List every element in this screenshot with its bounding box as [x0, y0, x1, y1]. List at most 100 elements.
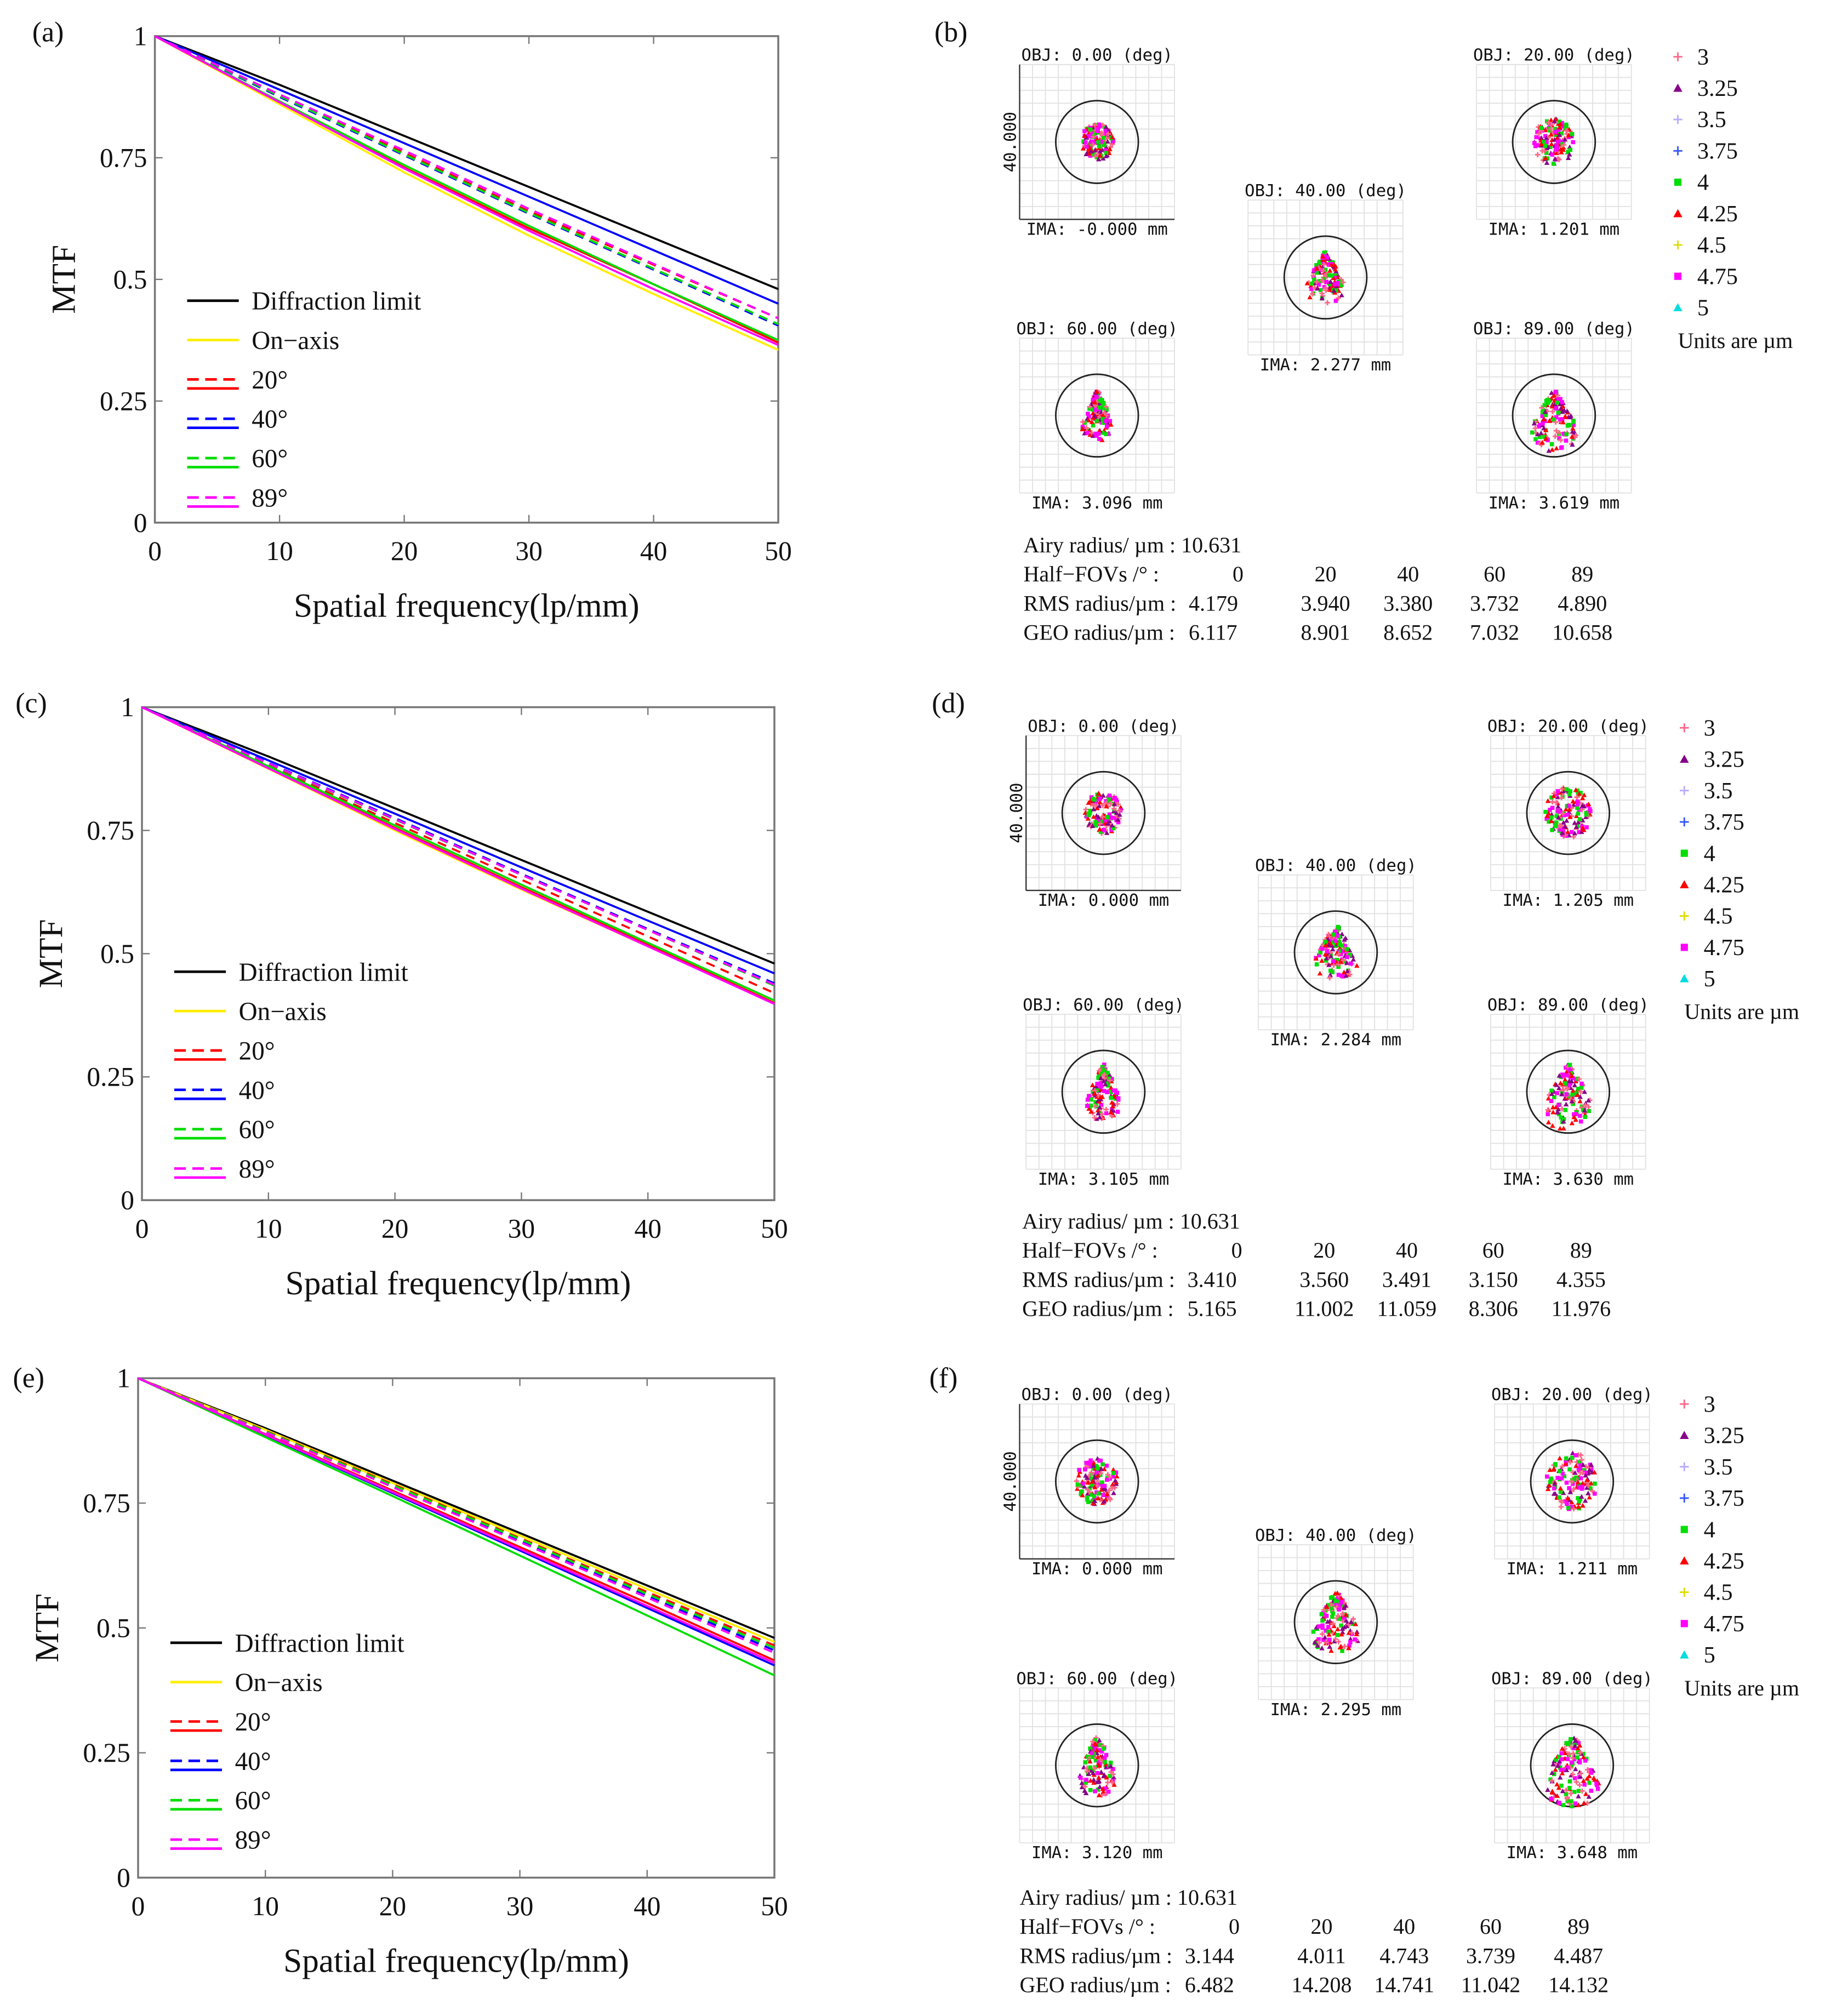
half-fov-label: Half−FOVs /° :: [1022, 1238, 1158, 1263]
spot-point: [1589, 1488, 1595, 1494]
panel-label: (c): [15, 688, 47, 719]
y-tick-label: 1: [134, 21, 147, 51]
spot-point: [1353, 1637, 1357, 1642]
spot-point: [1093, 823, 1098, 828]
spot-point: [1532, 141, 1537, 145]
airy-radius: Airy radius/ µm : 10.631: [1022, 1209, 1240, 1233]
spot-point: [1539, 439, 1545, 445]
spot-point: [1082, 133, 1087, 138]
spot-point: [1104, 1463, 1109, 1468]
spot-point: [1112, 801, 1117, 807]
spot-point: [1558, 1486, 1564, 1490]
field-ima-label: IMA: 0.000 mm: [1038, 891, 1170, 910]
spot-point: [1102, 1756, 1107, 1760]
spot-point: [1328, 262, 1334, 267]
spot-point: [1553, 390, 1558, 394]
spot-point: [1572, 1757, 1577, 1762]
x-tick-label: 40: [634, 1891, 660, 1921]
spot-point: [1553, 130, 1558, 134]
spot-point: [1554, 428, 1559, 433]
spot-point: [1337, 934, 1342, 939]
spot-point: [1101, 1078, 1107, 1083]
spot-point: [1569, 1764, 1574, 1769]
spot-point: [1079, 1492, 1083, 1497]
spot-point: [1550, 828, 1554, 832]
spot-point: [1342, 1615, 1347, 1620]
field-ima-label: IMA: 2.277 mm: [1260, 356, 1391, 375]
spot-point: [1087, 1758, 1093, 1764]
rms-label: RMS radius/µm :: [1024, 591, 1177, 615]
spot-point: [1586, 1104, 1592, 1110]
spot-point: [1541, 140, 1546, 144]
spot-point: [1111, 138, 1115, 142]
spot-point: [1579, 1081, 1584, 1086]
spot-point: [1557, 1801, 1561, 1805]
spot-point: [1557, 1495, 1561, 1500]
spot-point: [1570, 426, 1576, 431]
spot-point: [1348, 952, 1352, 957]
spot-point: [1324, 958, 1328, 963]
spot-point: [1552, 136, 1558, 142]
spot-point: [1091, 1466, 1096, 1471]
legend-label: On−axis: [252, 327, 339, 355]
spot-point: [1315, 270, 1319, 275]
spot-point: [1566, 803, 1571, 808]
spot-point: [1354, 1631, 1360, 1636]
spot-point: [1324, 1614, 1329, 1618]
spot-point: [1090, 823, 1096, 828]
airy-radius: Airy radius/ µm : 10.631: [1019, 1885, 1237, 1910]
spot-point: [1554, 1082, 1559, 1087]
spot-point: [1337, 1617, 1342, 1621]
spot-point: [1092, 1484, 1098, 1489]
spot-point: [1111, 1471, 1116, 1475]
x-tick-label: 20: [379, 1891, 406, 1921]
spot-point: [1096, 1779, 1101, 1784]
spot-point: [1098, 1466, 1104, 1471]
spot-point: [1330, 1606, 1334, 1610]
spot-point: [1094, 1490, 1099, 1495]
spot-point: [1579, 1494, 1584, 1499]
panel-label: (a): [32, 16, 64, 48]
spot-point: [1346, 1645, 1351, 1651]
spot-point: [1093, 1758, 1098, 1763]
series-line: [154, 35, 779, 341]
spot-point: [1100, 1789, 1106, 1794]
spot-point: [1572, 1477, 1577, 1482]
plot-frame: [153, 35, 779, 524]
spot-point: [1344, 947, 1349, 951]
spot-point: [1566, 1066, 1571, 1071]
spot-point: [1577, 1094, 1583, 1099]
spot-point: [1094, 1747, 1100, 1752]
spot-point: [1114, 797, 1119, 802]
spot-point: [1553, 1767, 1558, 1772]
spot-point: [1100, 416, 1105, 421]
spot-point: [1096, 156, 1102, 162]
half-fov-value: 0: [1231, 1238, 1242, 1263]
spot-point: [1544, 160, 1550, 165]
spot-point: [1575, 1755, 1579, 1760]
spot-point: [1326, 1632, 1332, 1637]
field-obj-label: OBJ: 60.00 (deg): [1023, 996, 1184, 1015]
geo-value: 8.652: [1383, 620, 1433, 645]
spot-point: [1557, 1774, 1563, 1780]
half-fov-value: 89: [1571, 562, 1593, 586]
spot-point: [1109, 815, 1113, 820]
x-tick-label: 20: [391, 536, 418, 566]
legend-label: 89°: [235, 1826, 271, 1855]
spot-point: [1593, 1481, 1597, 1486]
spot-point: [1092, 140, 1097, 144]
spot-point: [1097, 821, 1103, 827]
spot-point: [1330, 275, 1336, 281]
spot-point: [1552, 402, 1558, 407]
spot-point: [1327, 282, 1332, 287]
spot-point: [1341, 957, 1346, 963]
spot-point: [1544, 140, 1549, 145]
airy-radius: Airy radius/ µm : 10.631: [1024, 533, 1242, 557]
spot-point: [1569, 1504, 1573, 1509]
spot-point: [1100, 803, 1105, 808]
spot-point: [1096, 1763, 1102, 1768]
spot-point: [1096, 1787, 1100, 1792]
half-fov-value: 89: [1570, 1238, 1592, 1263]
spot-point: [1561, 1117, 1566, 1122]
spot-point: [1570, 132, 1575, 136]
